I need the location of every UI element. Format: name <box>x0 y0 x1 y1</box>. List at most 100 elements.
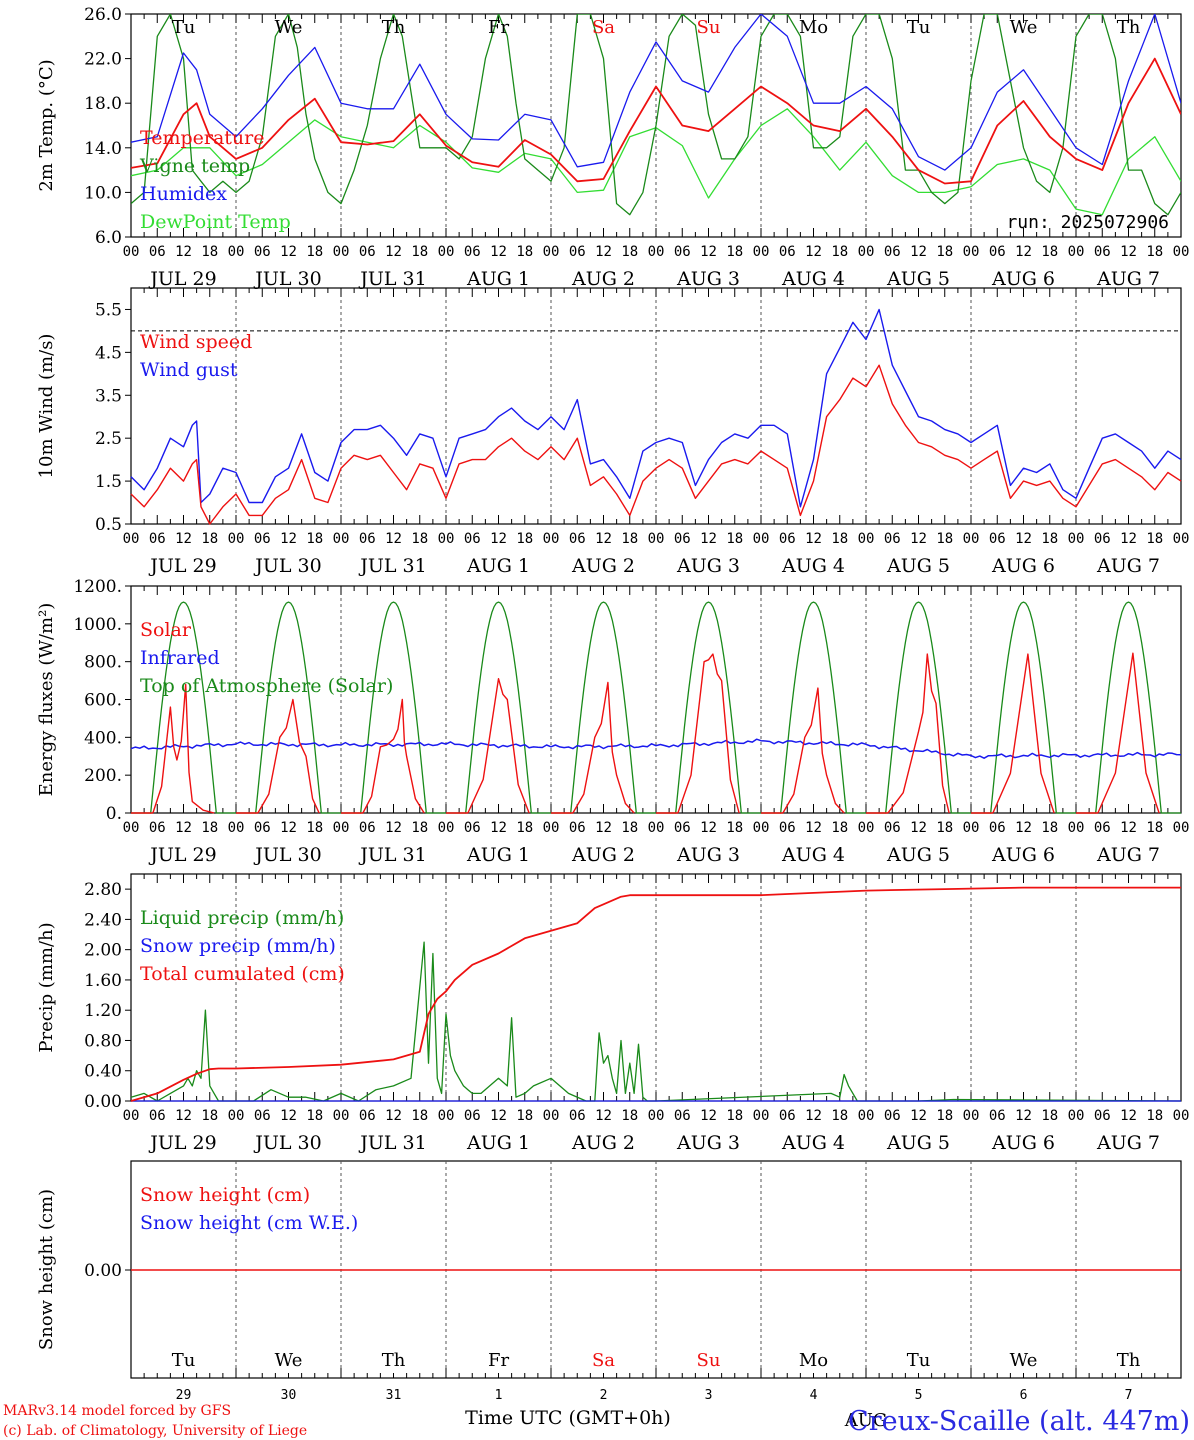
weekday-label: Th <box>1117 17 1141 38</box>
panel-precip: 00 06 12 18 JUL 29 00 06 12 18 JUL 30 00 06 12 18 JUL … <box>36 873 1190 1154</box>
hour-tick-label: 18 <box>411 1108 428 1124</box>
hour-tick-label: 06 <box>359 820 376 836</box>
hour-tick-label: 12 <box>385 820 402 836</box>
y-tick-label: 22.0 <box>84 50 122 70</box>
series-wind-gust <box>130 308 1182 508</box>
hour-tick-label: 18 <box>306 531 323 547</box>
hour-tick-label: 18 <box>201 1108 218 1124</box>
hour-tick-label: 00 <box>1068 531 1085 547</box>
hour-tick-label: 00 <box>648 820 665 836</box>
weekday-label: Mo <box>799 1350 828 1371</box>
hour-tick-label: 06 <box>779 244 796 260</box>
hour-tick-label: 18 <box>831 1108 848 1124</box>
hour-tick-label: 18 <box>936 820 953 836</box>
x-axis-label: Time UTC (GMT+0h) <box>465 1407 671 1429</box>
hour-tick-label: 06 <box>779 531 796 547</box>
day-number: 5 <box>915 1388 923 1403</box>
hour-tick-label: 12 <box>385 531 402 547</box>
hour-tick-label: 00 <box>1173 531 1190 547</box>
hour-tick-label: 12 <box>385 1108 402 1124</box>
hour-tick-label: 00 <box>858 531 875 547</box>
hour-tick-label: 18 <box>306 820 323 836</box>
hour-tick-label: 06 <box>989 244 1006 260</box>
date-label: AUG 6 <box>991 1132 1055 1154</box>
date-label: JUL 31 <box>358 268 426 290</box>
hour-tick-label: 12 <box>175 531 192 547</box>
series-solar <box>1097 652 1160 814</box>
legend-entry: Infrared <box>140 647 220 669</box>
date-label: AUG 2 <box>571 555 635 577</box>
run-label: run: 2025072906 <box>1006 212 1169 233</box>
month-label: AUG <box>844 1410 888 1431</box>
date-label: AUG 3 <box>676 1132 740 1154</box>
hour-tick-label: 00 <box>543 244 560 260</box>
weekday-label: Tu <box>907 1350 931 1371</box>
hour-tick-label: 00 <box>753 531 770 547</box>
legend-entry: Wind gust <box>140 359 238 381</box>
hour-tick-label: 18 <box>201 531 218 547</box>
hour-tick-label: 18 <box>1146 1108 1163 1124</box>
hour-tick-label: 18 <box>726 1108 743 1124</box>
hour-tick-label: 12 <box>595 244 612 260</box>
weekday-label: Th <box>382 17 406 38</box>
hour-tick-label: 00 <box>228 1108 245 1124</box>
y-axis-label: Precip (mm/h) <box>36 922 57 1052</box>
date-label: AUG 7 <box>1096 844 1160 866</box>
date-label: AUG 6 <box>991 555 1055 577</box>
hour-tick-label: 18 <box>1146 820 1163 836</box>
hour-tick-label: 00 <box>963 244 980 260</box>
y-tick-label: 14.0 <box>84 139 122 159</box>
hour-tick-label: 18 <box>936 1108 953 1124</box>
hour-tick-label: 12 <box>1015 244 1032 260</box>
legend-entry: Snow height (cm) <box>140 1184 310 1206</box>
hour-tick-label: 12 <box>805 820 822 836</box>
hour-tick-label: 00 <box>648 531 665 547</box>
hour-tick-label: 12 <box>910 531 927 547</box>
hour-tick-label: 00 <box>1173 1108 1190 1124</box>
y-axis-label: 10m Wind (m/s) <box>36 334 57 479</box>
hour-tick-label: 18 <box>726 244 743 260</box>
series-solar <box>152 683 215 814</box>
y-tick-label: 0.80 <box>84 1031 122 1051</box>
y-tick-label: 800. <box>84 653 122 673</box>
day-number: 29 <box>176 1388 192 1403</box>
legend-entry: Snow height (cm W.E.) <box>140 1212 358 1234</box>
y-tick-label: 400. <box>84 728 122 748</box>
weekday-label: Fr <box>488 17 509 38</box>
hour-tick-label: 00 <box>228 531 245 547</box>
panel-temperature: 00 06 12 18 JUL 29 00 06 12 18 JUL 30 00 06 12 18 JUL … <box>36 5 1189 290</box>
hour-tick-label: 00 <box>333 1108 350 1124</box>
hour-tick-label: 00 <box>753 244 770 260</box>
hour-tick-label: 18 <box>516 1108 533 1124</box>
y-tick-label: 1.5 <box>95 472 122 492</box>
y-axis-label: Energy fluxes (W/m²) <box>36 603 57 797</box>
y-tick-label: 1200. <box>73 577 122 597</box>
hour-tick-label: 00 <box>123 1108 140 1124</box>
hour-tick-label: 18 <box>621 244 638 260</box>
day-number: 30 <box>281 1388 297 1403</box>
hour-tick-label: 12 <box>595 820 612 836</box>
hour-tick-label: 06 <box>254 531 271 547</box>
hour-tick-label: 06 <box>464 820 481 836</box>
date-label: AUG 4 <box>781 268 845 290</box>
hour-tick-label: 12 <box>280 244 297 260</box>
y-tick-label: 2.80 <box>84 880 122 900</box>
date-label: AUG 3 <box>676 268 740 290</box>
weekday-label: Th <box>1117 1350 1141 1371</box>
date-label: AUG 7 <box>1096 555 1160 577</box>
hour-tick-label: 00 <box>543 531 560 547</box>
hour-tick-label: 00 <box>648 244 665 260</box>
hour-tick-label: 12 <box>1015 531 1032 547</box>
weekday-label: We <box>1010 17 1038 38</box>
hour-tick-label: 18 <box>936 531 953 547</box>
hour-tick-label: 18 <box>621 1108 638 1124</box>
hour-tick-label: 12 <box>490 1108 507 1124</box>
hour-tick-label: 06 <box>884 820 901 836</box>
hour-tick-label: 06 <box>674 1108 691 1124</box>
hour-tick-label: 12 <box>910 1108 927 1124</box>
date-label: AUG 6 <box>991 844 1055 866</box>
hour-tick-label: 18 <box>1041 1108 1058 1124</box>
hour-tick-label: 06 <box>989 1108 1006 1124</box>
hour-tick-label: 18 <box>306 1108 323 1124</box>
series-wind-speed <box>130 364 1182 525</box>
